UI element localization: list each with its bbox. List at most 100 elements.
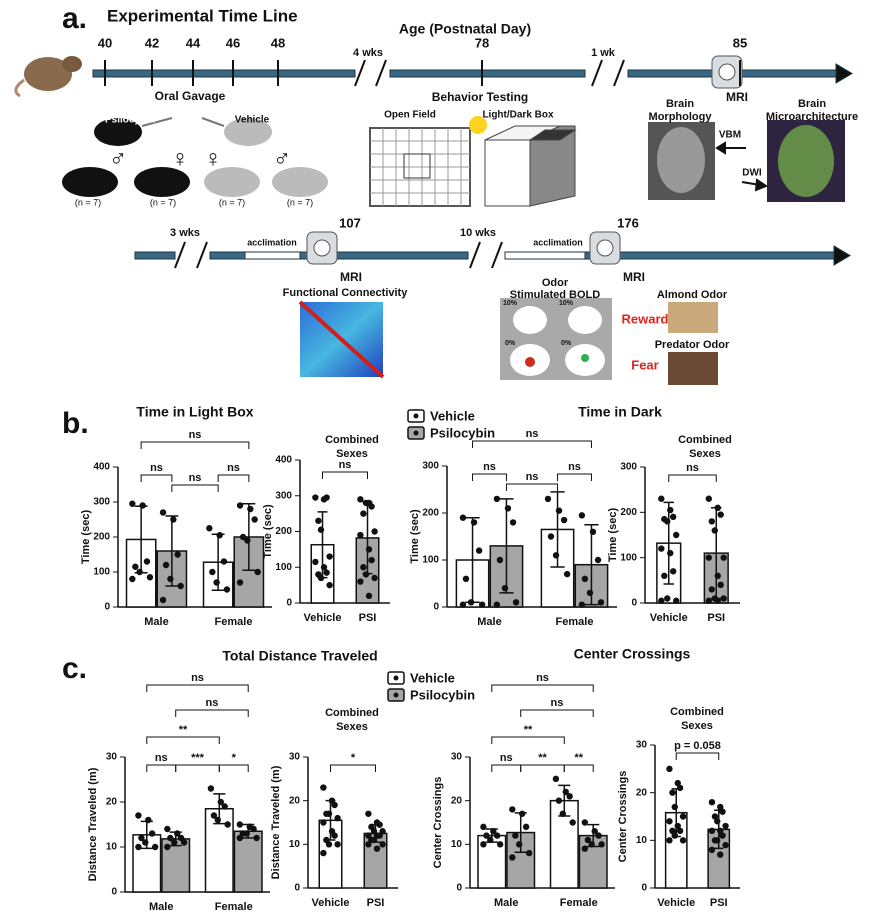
significance-label: ns	[155, 752, 168, 764]
data-point	[365, 841, 372, 848]
break-mark	[375, 59, 387, 87]
data-point	[214, 816, 221, 824]
gavage-needle	[141, 117, 173, 127]
data-point	[331, 801, 338, 809]
data-point	[362, 499, 370, 507]
matrix-diagonal	[298, 300, 385, 379]
data-point	[705, 495, 713, 502]
data-point	[666, 765, 673, 773]
significance-bracket	[668, 474, 717, 482]
light-dark-box	[469, 116, 577, 207]
data-point	[236, 502, 244, 509]
data-point	[376, 832, 383, 839]
mri-label: MRI	[340, 270, 362, 284]
y-tick-label: 0	[104, 602, 110, 613]
data-point	[720, 595, 727, 602]
y-tick-label: 10	[636, 835, 648, 846]
y-axis-label: Center Crossings	[617, 771, 629, 863]
data-point	[475, 547, 483, 554]
data-point	[722, 822, 729, 830]
y-tick-label: 300	[93, 497, 110, 508]
data-point	[320, 819, 327, 826]
y-tick-label: 20	[289, 795, 301, 806]
data-point	[717, 803, 724, 811]
significance-bracket	[175, 764, 220, 772]
y-tick-label: 100	[422, 555, 439, 566]
arrow-head	[835, 63, 853, 84]
group-size: (n = 7)	[219, 197, 245, 207]
data-point	[206, 525, 213, 532]
data-point	[326, 553, 333, 560]
significance-label: ns	[339, 459, 352, 471]
data-point	[598, 841, 605, 848]
data-point	[357, 531, 364, 539]
significance-label: ns	[500, 752, 513, 764]
x-tick-label: Vehicle	[304, 612, 342, 624]
data-point	[244, 537, 251, 544]
data-point	[566, 793, 573, 800]
data-point	[323, 569, 330, 576]
data-point	[143, 558, 151, 565]
chart-title: Center Crossings	[574, 646, 691, 662]
data-point	[236, 821, 244, 828]
data-point	[376, 821, 383, 828]
mouse	[134, 167, 190, 197]
activation	[525, 357, 535, 367]
data-point	[247, 505, 254, 513]
significance-label: ns	[526, 471, 539, 483]
significance-bracket	[520, 764, 565, 772]
y-tick-label: 300	[275, 490, 292, 501]
timeline-title: Experimental Time Line	[107, 6, 298, 25]
data-point	[315, 517, 322, 524]
mouse	[94, 118, 142, 146]
data-point	[142, 839, 149, 846]
data-point	[512, 599, 520, 606]
significance-bracket	[146, 764, 177, 772]
data-point	[664, 518, 671, 525]
data-point	[547, 533, 555, 540]
data-point	[569, 819, 576, 826]
drug-label: Psilocybin	[105, 115, 155, 126]
data-point	[129, 500, 136, 507]
data-point	[496, 841, 504, 848]
data-point	[493, 601, 501, 608]
data-point	[658, 597, 665, 604]
data-point	[132, 563, 139, 570]
arena-center	[403, 153, 431, 179]
data-point	[480, 841, 487, 848]
data-point	[708, 799, 716, 806]
data-point	[666, 818, 673, 825]
odor-label: Almond Odor	[657, 289, 728, 301]
data-point	[578, 512, 586, 519]
bar	[233, 830, 263, 893]
bold-label: Stimulated BOLD	[510, 289, 601, 301]
timeline-bar	[92, 69, 356, 78]
data-point	[711, 813, 719, 820]
x-tick-label: PSI	[707, 612, 725, 624]
data-point	[672, 531, 680, 539]
significance-bracket	[491, 764, 522, 772]
mri-label: MRI	[726, 90, 748, 104]
data-point	[135, 812, 142, 819]
open-field	[369, 127, 471, 207]
data-point	[365, 546, 373, 553]
data-point	[509, 806, 516, 813]
data-point	[714, 818, 721, 825]
data-point	[708, 518, 716, 525]
data-point	[323, 494, 330, 501]
data-point	[334, 841, 341, 848]
y-tick-label: 30	[636, 740, 648, 751]
data-point	[661, 572, 668, 579]
group-size: (n = 7)	[75, 197, 101, 207]
data-point	[671, 803, 678, 811]
data-point	[666, 837, 673, 844]
data-point	[496, 556, 504, 564]
rat-photo	[14, 56, 82, 98]
data-point	[480, 823, 487, 831]
data-point	[145, 816, 152, 824]
significance-bracket	[175, 709, 249, 717]
data-point	[669, 827, 676, 834]
data-point	[581, 575, 589, 582]
data-point	[501, 585, 509, 592]
